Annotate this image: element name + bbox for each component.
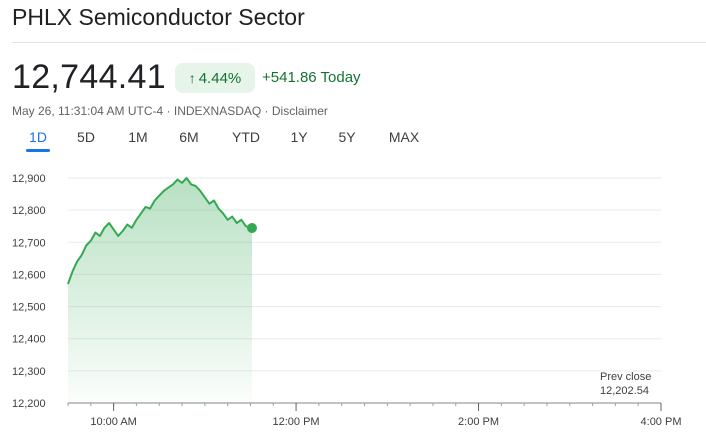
x-tick-label: 2:00 PM: [458, 416, 499, 428]
y-tick-label: 12,300: [12, 366, 46, 378]
active-tab-indicator: [26, 149, 50, 152]
y-tick-label: 12,700: [12, 237, 46, 249]
y-tick-label: 12,600: [12, 269, 46, 281]
x-axis: 10:00 AM 12:00 PM 2:00 PM 4:00 PM: [67, 403, 682, 428]
tab-1m[interactable]: 1M: [128, 129, 148, 145]
change-percent-value: 4.44%: [198, 69, 242, 87]
divider: [12, 42, 706, 43]
tab-5y[interactable]: 5Y: [338, 129, 356, 145]
prev-close-value: 12,202.54: [600, 385, 649, 397]
y-tick-label: 12,200: [12, 398, 46, 410]
y-tick-label: 12,800: [12, 205, 46, 217]
y-tick-label: 12,400: [12, 334, 46, 346]
separator: ·: [261, 104, 272, 118]
y-tick-label: 12,900: [12, 173, 46, 185]
price-chart[interactable]: 12,900 12,800 12,700 12,600 12,500 12,400 12,3…: [0, 160, 706, 446]
tab-5d[interactable]: 5D: [77, 129, 95, 145]
tab-1d[interactable]: 1D: [29, 129, 47, 145]
x-tick-label: 4:00 PM: [641, 416, 682, 428]
change-percent-badge: ↑ 4.44%: [175, 63, 255, 93]
current-price-dot: [246, 223, 257, 234]
disclaimer-link[interactable]: Disclaimer: [271, 104, 328, 118]
price-area-fill: [68, 178, 252, 403]
timestamp: May 26, 11:31:04 AM UTC-4: [12, 104, 164, 118]
quote-meta: May 26, 11:31:04 AM UTC-4 · INDEXNASDAQ …: [12, 104, 328, 118]
y-axis: 12,900 12,800 12,700 12,600 12,500 12,400 12,3…: [12, 173, 46, 410]
arrow-up-icon: ↑: [188, 70, 196, 86]
exchange-name: INDEXNASDAQ: [173, 104, 262, 118]
range-tabs: 1D 5D 1M 6M YTD 1Y 5Y MAX: [0, 129, 706, 155]
tab-max[interactable]: MAX: [388, 129, 420, 145]
price-line: [67, 177, 253, 285]
tab-ytd[interactable]: YTD: [232, 129, 260, 145]
x-tick-label: 10:00 AM: [90, 416, 136, 428]
tab-6m[interactable]: 6M: [179, 129, 199, 145]
change-today: +541.86 Today: [262, 69, 361, 86]
tab-1y[interactable]: 1Y: [290, 129, 308, 145]
x-tick-label: 12:00 PM: [273, 416, 320, 428]
current-price: 12,744.41: [12, 58, 166, 96]
page-title: PHLX Semiconductor Sector: [12, 4, 305, 30]
separator: ·: [163, 104, 174, 118]
y-tick-label: 12,500: [12, 302, 46, 314]
prev-close-label: Prev close: [600, 371, 651, 383]
